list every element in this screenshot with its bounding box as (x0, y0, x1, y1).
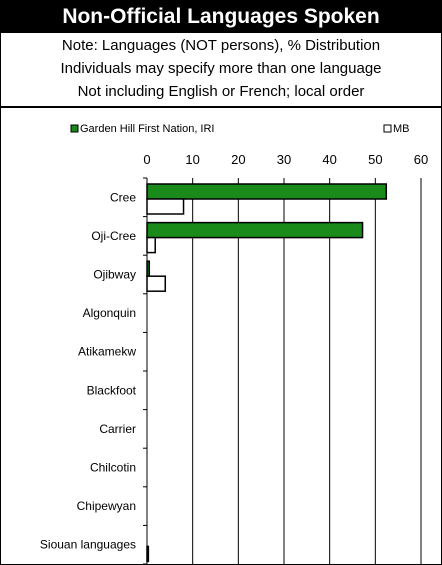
bar-0-2 (146, 260, 151, 277)
category-label-9: Siouan languages (40, 538, 136, 552)
category-label-0: Cree (110, 190, 136, 204)
legend-swatch-0 (70, 124, 79, 133)
note-line-1: Note: Languages (NOT persons), % Distrib… (61, 37, 381, 54)
x-tick-label-40: 40 (322, 152, 336, 167)
x-tick-label-50: 50 (368, 152, 382, 167)
chart-title: Non-Official Languages Spoken (1, 1, 441, 33)
bar-1-2 (146, 275, 167, 292)
bar-0-0 (146, 183, 388, 200)
category-label-4: Atikamekw (78, 345, 136, 359)
category-label-1: Oji-Cree (91, 229, 136, 243)
category-label-5: Blackfoot (87, 383, 137, 397)
bar-chart: Garden Hill First Nation, IRI MB 0 10 20 30 40… (40, 123, 428, 564)
bar-1-0 (146, 198, 185, 215)
bar-1-9 (146, 545, 150, 563)
note-line-3: Not including English or French; local o… (77, 83, 365, 100)
category-label-6: Carrier (99, 422, 136, 436)
x-tick-label-20: 20 (231, 152, 245, 167)
category-label-7: Chilcotin (90, 461, 136, 475)
note-line-2: Individuals may specify more than one la… (60, 60, 382, 77)
x-tick-label-10: 10 (185, 152, 199, 167)
category-label-3: Algonquin (83, 306, 136, 320)
x-tick-label-30: 30 (277, 152, 291, 167)
notes-panel: Note: Languages (NOT persons), % Distrib… (1, 34, 441, 108)
bar-1-1 (146, 236, 156, 254)
legend-label-1: MB (393, 123, 410, 135)
category-label-8: Chipewyan (77, 499, 136, 513)
legend-label-0: Garden Hill First Nation, IRI (80, 123, 214, 135)
category-label-2: Ojibway (93, 268, 136, 282)
bar-0-1 (146, 221, 364, 239)
legend-swatch-1 (383, 124, 392, 133)
x-tick-label-60: 60 (414, 152, 428, 167)
x-tick-label-0: 0 (143, 152, 150, 167)
